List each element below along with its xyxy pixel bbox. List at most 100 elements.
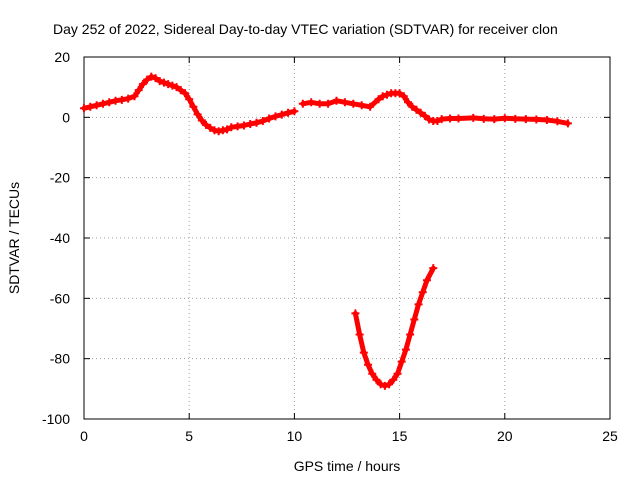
data-point [324,99,333,108]
data-point [332,96,341,105]
series-2 [351,264,438,390]
data-point [479,114,488,123]
data-point [197,116,206,125]
data-point [271,112,280,121]
data-point [117,95,126,104]
data-point [138,80,147,89]
x-tick-label: 5 [185,428,193,444]
x-axis-label: GPS time / hours [294,458,401,474]
data-point [454,114,463,123]
data-point [553,117,562,126]
data-point [159,78,168,87]
data-point [399,92,408,101]
data-point [374,95,383,104]
data-point [265,114,274,123]
data-point [393,369,402,378]
data-point [401,345,410,354]
series-0 [80,72,299,136]
data-point [382,90,391,99]
data-point [366,102,375,111]
data-point [368,369,377,378]
data-point [433,116,442,125]
data-point [511,114,520,123]
x-tick-label: 25 [602,428,618,444]
data-point [155,77,164,86]
data-point [422,276,431,285]
data-point [147,72,156,81]
data-point [239,121,248,130]
data-point [397,357,406,366]
data-point [469,113,478,122]
x-tick-label: 0 [80,428,88,444]
data-point [429,264,438,273]
data-point [105,98,114,107]
series-1 [298,89,572,128]
axis-ticks [83,56,611,420]
chart-title: Day 252 of 2022, Sidereal Day-to-day VTE… [53,21,558,37]
data-point [521,115,530,124]
data-point [532,115,541,124]
data-point [395,89,404,98]
data-point [406,330,415,339]
data-point [376,380,385,389]
y-tick-label: -60 [50,290,70,306]
data-point [307,98,316,107]
y-tick-label: 0 [62,109,70,125]
x-tick-label: 15 [392,428,408,444]
data-point [351,309,360,318]
data-point [151,74,160,83]
y-axis-label: SDTVAR / TECUs [6,182,22,294]
data-point [92,101,101,110]
data-point [277,110,286,119]
gridlines [84,57,610,419]
data-point [372,375,381,384]
data-point [206,123,215,132]
data-point [418,288,427,297]
y-axis-tick-labels: 20 0 -20 -40 -60 -80 -100 [42,49,70,427]
data-point [290,107,299,116]
x-axis-tick-labels: 0 5 10 15 20 25 [80,428,618,444]
data-point [202,120,211,129]
data-point [437,115,446,124]
data-point [284,108,293,117]
data-point [420,111,429,120]
data-point [414,300,423,309]
data-point [349,99,358,108]
data-point [389,375,398,384]
data-point [364,360,373,369]
data-point [500,114,509,123]
data-point [425,115,434,124]
data-point [172,83,181,92]
data-point [258,116,267,125]
data-point [490,115,499,124]
data-point [385,380,394,389]
data-point [563,119,572,128]
data-point [357,101,366,110]
data-point [446,114,455,123]
x-tick-label: 10 [287,428,303,444]
data-point [168,81,177,90]
data-point [124,94,133,103]
data-point [355,330,364,339]
data-point [189,102,198,111]
data-point [359,348,368,357]
data-point [380,381,389,390]
data-point [298,99,307,108]
data-point [252,118,261,127]
data-point [193,110,202,119]
data-point [134,86,143,95]
data-point [378,92,387,101]
data-point [404,98,413,107]
data-point [80,104,88,113]
data-point [143,75,152,84]
data-point [340,98,349,107]
data-point [176,86,185,95]
data-point [164,80,173,89]
data-point [416,108,425,117]
data-point [223,125,232,134]
x-tick-label: 20 [497,428,513,444]
data-point [410,315,419,324]
y-tick-label: -20 [50,170,70,186]
data-point [180,89,189,98]
data-point [315,99,324,108]
